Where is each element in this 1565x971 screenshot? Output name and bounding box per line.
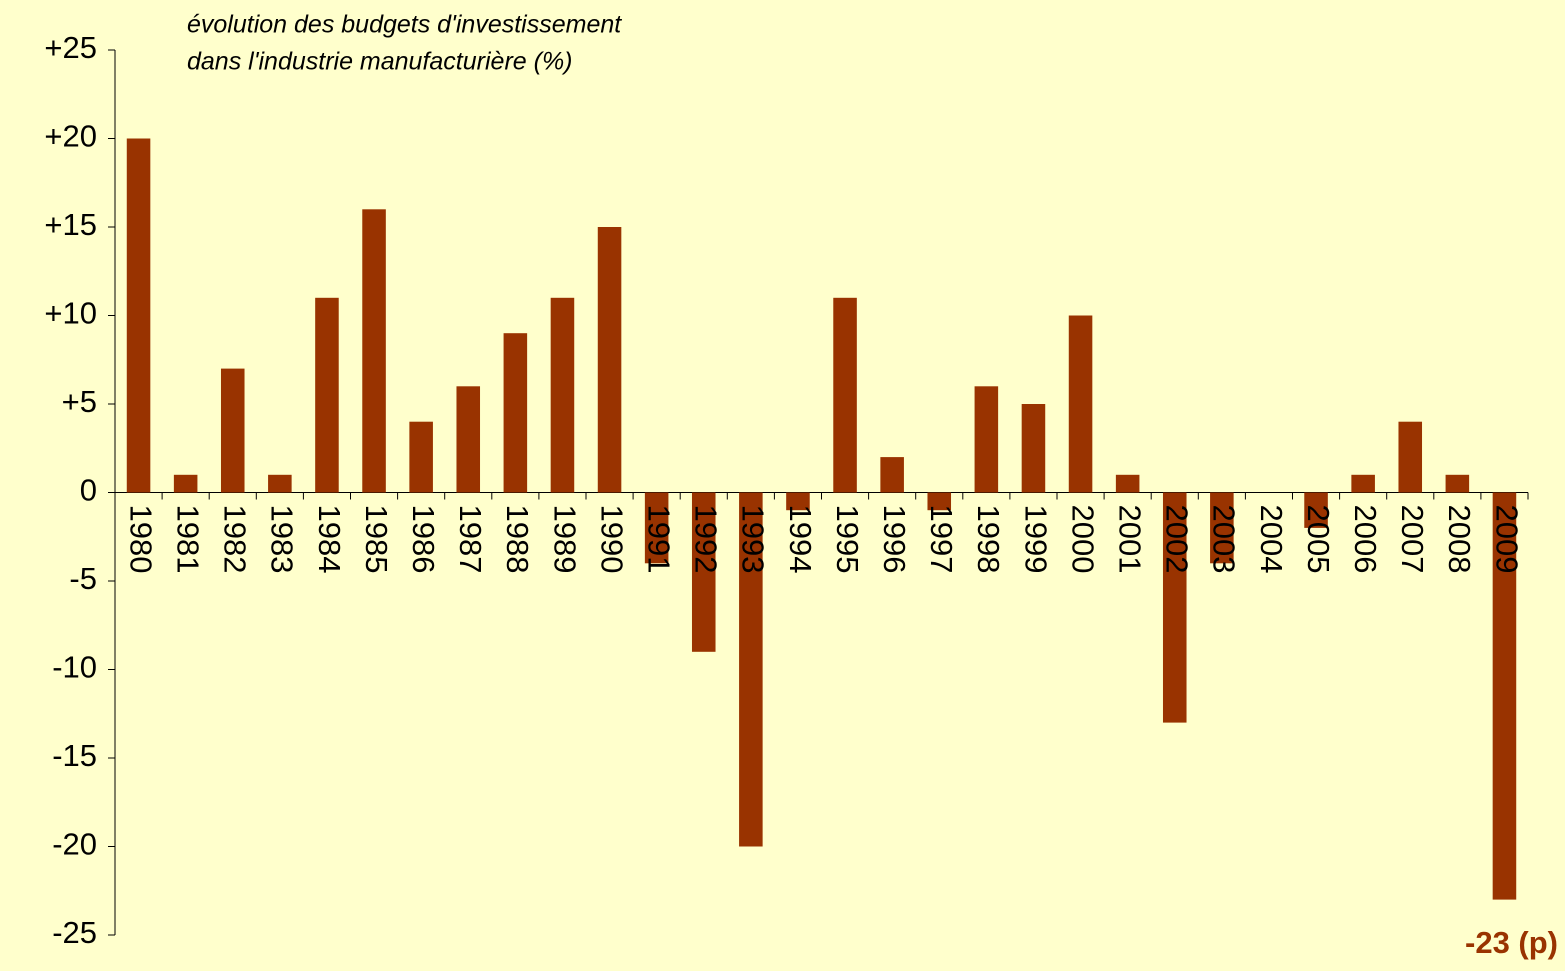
y-tick-label: -5 bbox=[69, 561, 97, 596]
bar bbox=[786, 492, 810, 511]
x-tick-label: 2009 bbox=[1489, 505, 1524, 574]
bar bbox=[1492, 492, 1517, 900]
x-tick-label: 1986 bbox=[406, 505, 441, 574]
bar bbox=[880, 457, 904, 493]
bar bbox=[268, 474, 292, 493]
x-tick-label: 2001 bbox=[1112, 505, 1147, 574]
bar bbox=[1304, 492, 1328, 528]
x-tick-label: 1981 bbox=[170, 505, 205, 574]
x-tick-label: 1991 bbox=[641, 505, 676, 574]
bar bbox=[409, 421, 433, 493]
bar bbox=[1445, 474, 1470, 493]
bar bbox=[126, 138, 151, 493]
y-tick-label: +20 bbox=[44, 119, 97, 154]
x-tick-label: 2007 bbox=[1395, 505, 1430, 574]
x-tick-label: 1994 bbox=[783, 505, 818, 574]
x-tick-label: 1993 bbox=[736, 505, 771, 574]
x-tick-label: 2006 bbox=[1348, 505, 1383, 574]
bar bbox=[1021, 404, 1046, 493]
x-tick-label: 1980 bbox=[123, 505, 158, 574]
bar bbox=[315, 297, 339, 493]
x-tick-label: 2002 bbox=[1160, 505, 1195, 574]
bar bbox=[644, 492, 669, 564]
y-tick-label: -20 bbox=[52, 827, 97, 862]
y-tick-label: +5 bbox=[62, 384, 97, 419]
bar bbox=[1162, 492, 1187, 723]
bar bbox=[1068, 315, 1093, 493]
bar bbox=[597, 227, 622, 493]
y-tick-label: -10 bbox=[52, 650, 97, 685]
x-tick-label: 2005 bbox=[1301, 505, 1336, 574]
y-tick-label: 0 bbox=[80, 473, 97, 508]
bar bbox=[974, 386, 999, 493]
x-tick-label: 2003 bbox=[1207, 505, 1242, 574]
bar bbox=[220, 368, 245, 493]
x-tick-label: 1984 bbox=[312, 505, 347, 574]
y-tick-label: -15 bbox=[52, 738, 97, 773]
bar bbox=[550, 297, 575, 493]
chart-title: dans l'industrie manufacturière (%) bbox=[187, 48, 573, 76]
x-tick-label: 2000 bbox=[1065, 505, 1100, 574]
x-tick-label: 1982 bbox=[218, 505, 253, 574]
bar bbox=[1398, 421, 1423, 493]
chart-title: évolution des budgets d'investissement bbox=[187, 11, 622, 39]
bar bbox=[456, 386, 481, 493]
x-tick-label: 1983 bbox=[265, 505, 300, 574]
x-tick-label: 1989 bbox=[547, 505, 582, 574]
bar bbox=[362, 209, 386, 493]
x-tick-label: 1985 bbox=[359, 505, 394, 574]
y-tick-label: +10 bbox=[44, 296, 97, 331]
x-tick-label: 1990 bbox=[594, 505, 629, 574]
bar bbox=[503, 333, 528, 493]
x-tick-label: 1987 bbox=[453, 505, 488, 574]
x-tick-label: 2004 bbox=[1254, 505, 1289, 574]
bar bbox=[833, 297, 857, 493]
y-tick-label: +15 bbox=[44, 207, 97, 242]
x-tick-label: 1996 bbox=[877, 505, 912, 574]
x-tick-label: 1998 bbox=[971, 505, 1006, 574]
x-tick-label: 1997 bbox=[924, 505, 959, 574]
bar bbox=[1210, 492, 1234, 564]
x-tick-label: 1992 bbox=[689, 505, 724, 574]
y-tick-label: +25 bbox=[44, 30, 97, 65]
bar bbox=[1115, 474, 1140, 493]
bar bbox=[739, 492, 763, 847]
x-tick-label: 1988 bbox=[500, 505, 535, 574]
x-tick-label: 1995 bbox=[830, 505, 865, 574]
x-tick-label: 1999 bbox=[1018, 505, 1053, 574]
bar bbox=[927, 492, 952, 511]
x-tick-label: 2008 bbox=[1442, 505, 1477, 574]
bar bbox=[691, 492, 716, 652]
y-tick-label: -25 bbox=[52, 915, 97, 950]
annotation: -23 (p) bbox=[1465, 925, 1558, 960]
bar bbox=[1351, 474, 1375, 493]
bar bbox=[173, 474, 198, 493]
